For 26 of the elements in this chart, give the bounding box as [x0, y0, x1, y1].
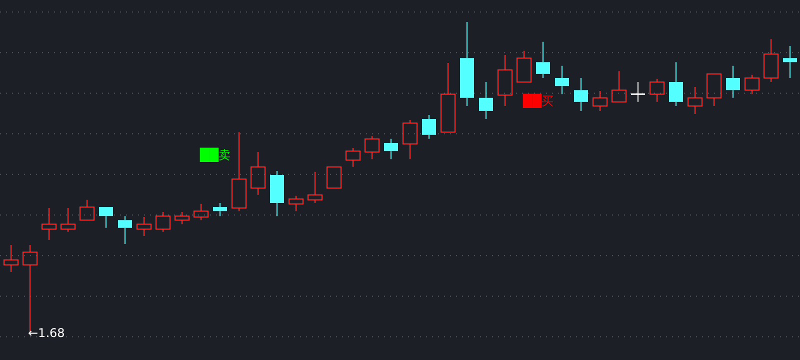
- candlestick: [250, 152, 266, 196]
- annotation: ←1.68: [28, 326, 65, 340]
- candlestick: [479, 82, 493, 120]
- candlestick: [136, 216, 152, 236]
- candlestick: [783, 45, 797, 78]
- candlestick: [364, 136, 380, 160]
- candlestick: [118, 216, 132, 245]
- candlestick: [422, 114, 436, 140]
- annotation: ██买: [522, 93, 554, 108]
- candlestick: [726, 65, 740, 98]
- candlestick: [460, 22, 474, 106]
- candlestick: [60, 207, 76, 232]
- candlestick: [384, 138, 398, 160]
- candlestick: [574, 77, 588, 112]
- candlestick: [42, 207, 56, 241]
- candlestick: [688, 86, 702, 115]
- candlestick: [498, 54, 512, 106]
- candlestick: [669, 62, 683, 106]
- candlestick: [4, 244, 18, 273]
- candlestick: [270, 170, 284, 217]
- candlestick: [630, 82, 646, 102]
- candlestick: [213, 202, 227, 217]
- candlestick: [536, 41, 550, 78]
- candlestick: [555, 65, 569, 95]
- annotation: ██卖: [199, 147, 230, 162]
- candlestick: [592, 90, 608, 112]
